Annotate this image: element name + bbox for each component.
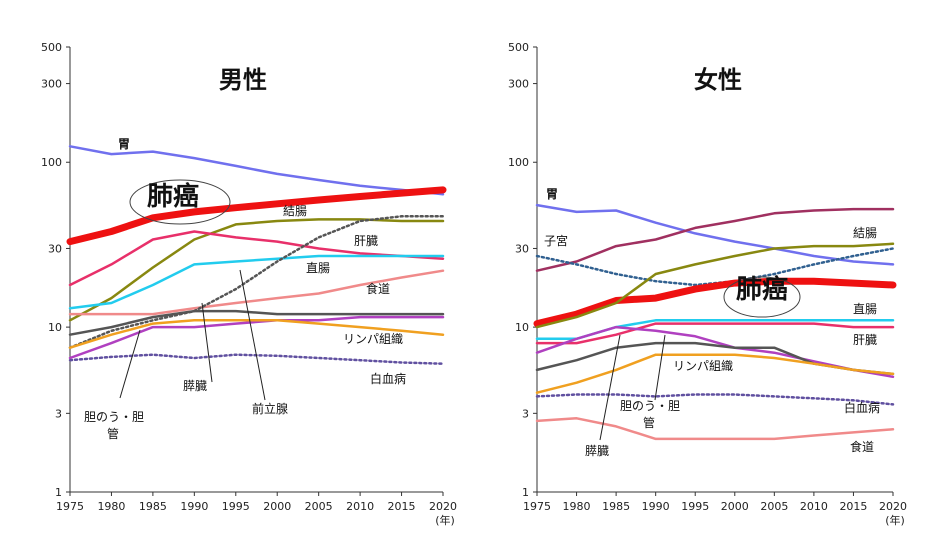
series-label: 胃	[118, 137, 130, 151]
x-tick-label: 1975	[523, 500, 551, 513]
y-tick-label: 10	[48, 321, 62, 334]
series-line	[68, 215, 445, 349]
series-label: 肝臓	[354, 234, 378, 248]
x-tick-label: 1985	[602, 500, 630, 513]
leader-line	[119, 329, 141, 399]
series-line	[535, 417, 895, 441]
x-tick-label: 1995	[222, 500, 250, 513]
series-label: 胆のう・胆	[620, 399, 680, 413]
series-label: 肺癌	[147, 181, 199, 212]
y-tick-label: 3	[522, 407, 529, 420]
series-label: 管	[107, 426, 119, 441]
y-tick-label: 3	[55, 407, 62, 420]
series-label: 食道	[366, 281, 390, 296]
x-axis-label: (年)	[435, 513, 455, 527]
x-axis-label: (年)	[885, 513, 905, 527]
y-tick-label: 300	[508, 78, 529, 91]
y-tick-label: 10	[515, 321, 529, 334]
series-line	[68, 254, 445, 310]
x-tick-label: 2020	[879, 500, 907, 513]
series-label: 直腸	[853, 302, 877, 316]
series-line	[68, 319, 445, 349]
panel-title: 女性	[694, 66, 742, 94]
series-line	[535, 393, 895, 406]
leader-line	[201, 302, 213, 383]
x-tick-label: 2000	[263, 500, 291, 513]
x-tick-label: 1985	[139, 500, 167, 513]
series-line	[533, 277, 897, 328]
y-tick-label: 300	[41, 78, 62, 91]
x-tick-label: 1990	[180, 500, 208, 513]
series-line	[68, 145, 445, 196]
series-line	[68, 309, 445, 336]
series-label: 子宮	[544, 233, 568, 248]
series-line	[68, 230, 445, 287]
series-label: 白血病	[844, 400, 880, 415]
series-label: 結腸	[853, 226, 877, 240]
leader-line	[654, 334, 666, 401]
series-label: 胃	[546, 187, 558, 201]
y-tick-label: 100	[41, 156, 62, 169]
series-label: 結腸	[283, 204, 307, 218]
series-label: 前立腺	[252, 401, 288, 416]
leader-line	[599, 334, 621, 441]
series-label: リンパ組織	[673, 359, 733, 373]
x-tick-label: 1980	[97, 500, 125, 513]
x-tick-label: 2005	[760, 500, 788, 513]
panel-title: 男性	[219, 66, 267, 94]
series-line	[535, 322, 895, 345]
panel-female: 1 3 10 30 100 300 500 1975 1980 1985 1990 1995 2000 2…	[508, 41, 907, 527]
series-label: 直腸	[306, 261, 330, 275]
series-label: 膵臓	[183, 379, 207, 393]
y-tick-label: 1	[55, 486, 62, 499]
series-line	[68, 269, 445, 316]
x-tick-label: 2005	[305, 500, 333, 513]
x-tick-label: 2000	[721, 500, 749, 513]
series-label: 食道	[850, 439, 874, 454]
x-tick-label: 2010	[346, 500, 374, 513]
series-line	[535, 203, 895, 266]
series-label: 白血病	[370, 371, 406, 386]
series-label: 膵臓	[585, 444, 609, 458]
x-tick-label: 2010	[800, 500, 828, 513]
x-tick-label: 1995	[681, 500, 709, 513]
y-tick-label: 500	[508, 41, 529, 54]
lung-cancer-highlight	[129, 179, 231, 225]
series-line	[68, 218, 445, 322]
x-tick-label: 1980	[563, 500, 591, 513]
series-line	[535, 353, 895, 394]
series-line	[535, 242, 895, 329]
x-tick-label: 1990	[642, 500, 670, 513]
y-tick-label: 1	[522, 486, 529, 499]
series-label: リンパ組織	[343, 332, 403, 346]
series-line	[535, 207, 895, 272]
series-line	[66, 186, 447, 246]
series-label: 肝臓	[853, 333, 877, 347]
x-tick-label: 1975	[56, 500, 84, 513]
series-label: 管	[643, 415, 655, 430]
series-label: 肺癌	[736, 274, 788, 305]
leader-line	[239, 269, 266, 401]
series-label: 胆のう・胆	[84, 410, 144, 424]
x-tick-label: 2020	[429, 500, 457, 513]
lung-cancer-highlight	[723, 276, 801, 318]
y-tick-label: 30	[48, 242, 62, 255]
panel-male: 1 3 10 30 100 300 500 1975 1980 1985 1990 1995 2000 2…	[41, 41, 457, 527]
x-tick-label: 2015	[839, 500, 867, 513]
y-tick-label: 500	[41, 41, 62, 54]
y-tick-label: 100	[508, 156, 529, 169]
series-line	[68, 315, 445, 360]
y-tick-label: 30	[515, 242, 529, 255]
x-tick-label: 2015	[388, 500, 416, 513]
